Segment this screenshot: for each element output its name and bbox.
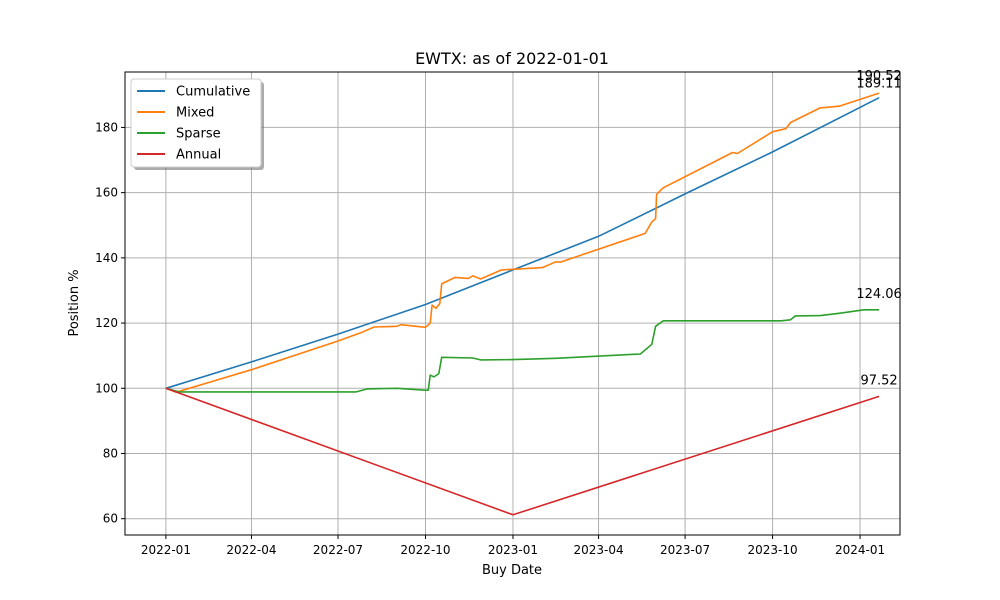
grid: [125, 72, 900, 535]
series-lines: [165, 92, 880, 516]
end-label-mixed: 190.52: [856, 69, 902, 84]
legend-item-sparse: Sparse: [176, 127, 221, 142]
end-label-sparse: 124.06: [856, 287, 902, 302]
legend-item-mixed: Mixed: [176, 106, 214, 121]
legend: Cumulative Mixed Sparse Annual: [130, 78, 264, 170]
series-line-annual: [165, 387, 880, 516]
y-tick-label: 180: [95, 120, 118, 134]
series-line-sparse: [165, 308, 880, 393]
x-axis-label: Buy Date: [482, 563, 542, 578]
x-tick-label: 2023-07: [660, 543, 710, 557]
y-tick-label: 80: [103, 446, 118, 460]
x-tick-label: 2022-07: [313, 543, 363, 557]
y-tick-label: 160: [95, 186, 118, 200]
y-tick-label: 60: [103, 512, 118, 526]
legend-box: [130, 78, 262, 168]
x-tick-label: 2024-01: [835, 543, 885, 557]
x-tick-label: 2023-10: [748, 543, 798, 557]
y-axis-label: Position %: [67, 269, 82, 336]
end-label-annual: 97.52: [860, 373, 897, 388]
end-label-cumulative: 189.11: [856, 77, 902, 92]
legend-item-annual: Annual: [176, 148, 221, 163]
x-tick-label: 2022-01: [141, 543, 191, 557]
x-tick-label: 2022-04: [226, 543, 276, 557]
axis-ticks: 2022-01 2022-04 2022-07 2022-10 2023-01 2023-…: [95, 120, 885, 557]
legend-item-cumulative: Cumulative: [176, 85, 250, 100]
y-tick-label: 140: [95, 251, 118, 265]
x-tick-label: 2023-01: [488, 543, 538, 557]
x-tick-label: 2022-10: [400, 543, 450, 557]
x-tick-label: 2023-04: [573, 543, 623, 557]
y-tick-label: 100: [95, 381, 118, 395]
y-tick-label: 120: [95, 316, 118, 330]
series-line-mixed: [165, 92, 880, 394]
chart-title: EWTX: as of 2022-01-01: [415, 49, 609, 68]
